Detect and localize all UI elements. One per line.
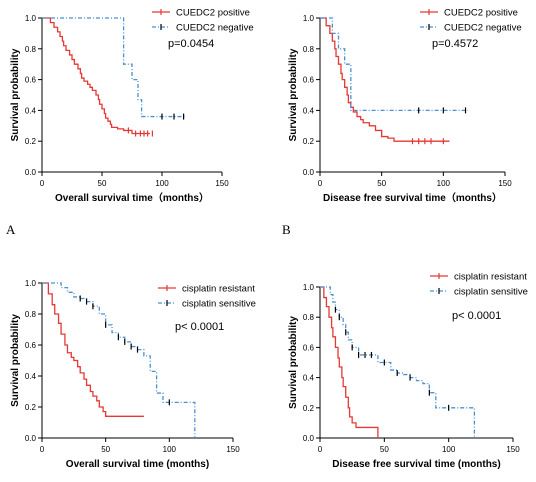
chart-panel-4: 0 50 100 150 0.0 0.2 0.4 0.6 0.8 1.0 Disease free … <box>288 272 528 471</box>
x-tick-label: 50 <box>101 445 110 454</box>
p-value-annotation: p< 0.0001 <box>452 310 501 322</box>
x-tick-label: 150 <box>506 445 520 454</box>
y-tick-label: 0.8 <box>25 310 37 319</box>
x-tick-label: 100 <box>155 179 169 188</box>
x-axis-label: Disease free survival time（months） <box>323 191 502 204</box>
p-value-annotation: p< 0.0001 <box>175 321 224 333</box>
series-line-2 <box>42 17 186 118</box>
y-tick-label: 0.0 <box>303 168 315 177</box>
x-tick-label: 150 <box>226 445 240 454</box>
x-tick-label: 100 <box>163 445 177 454</box>
x-tick-label: 0 <box>318 445 323 454</box>
y-tick-label: 0.6 <box>303 343 315 352</box>
series-line-2 <box>42 282 196 438</box>
y-tick-label: 1.0 <box>303 14 315 23</box>
y-tick-label: 0.0 <box>303 434 315 443</box>
series-line-2 <box>320 286 476 438</box>
x-tick-label: 50 <box>377 179 386 188</box>
x-tick-label: 0 <box>318 179 323 188</box>
x-axis-label: Overall survival time (months) <box>66 459 209 470</box>
y-tick-label: 1.0 <box>25 279 37 288</box>
y-tick-label: 1.0 <box>25 14 37 23</box>
legend-label-1: CUEDC2 positive <box>176 8 250 19</box>
x-tick-label: 100 <box>442 445 456 454</box>
legend-label-2: cisplatin sensitive <box>182 299 256 310</box>
y-axis-label: Survival probability <box>10 314 21 407</box>
legend-label-1: cisplatin resistant <box>454 272 527 283</box>
y-tick-label: 0.6 <box>303 76 315 85</box>
x-tick-label: 100 <box>437 179 451 188</box>
x-axis-label: Overall survival time（months） <box>55 191 209 204</box>
y-tick-label: 0.8 <box>303 45 315 54</box>
y-tick-label: 0.4 <box>303 374 315 383</box>
y-tick-label: 0.2 <box>25 403 37 412</box>
y-tick-label: 0.6 <box>25 341 37 350</box>
x-tick-label: 50 <box>98 179 107 188</box>
y-tick-label: 0.8 <box>25 45 37 54</box>
legend-label-2: CUEDC2 negative <box>444 23 522 34</box>
panel-label-a: A <box>6 222 16 237</box>
y-tick-label: 0.0 <box>25 168 37 177</box>
x-tick-label: 50 <box>380 445 389 454</box>
y-tick-label: 0.8 <box>303 313 315 322</box>
series-line-2 <box>320 17 468 112</box>
x-tick-label: 0 <box>40 179 45 188</box>
y-axis-label: Survival probability <box>10 48 21 141</box>
x-tick-label: 150 <box>498 179 512 188</box>
legend-label-2: cisplatin sensitive <box>454 287 528 298</box>
y-tick-label: 0.2 <box>25 137 37 146</box>
y-tick-label: 0.4 <box>25 372 37 381</box>
p-value-annotation: p=0.4572 <box>432 38 478 50</box>
y-tick-label: 0.4 <box>25 106 37 115</box>
chart-panel-3: 0 50 100 150 0.0 0.2 0.4 0.6 0.8 1.0 Overall survi… <box>10 279 256 470</box>
legend-label-2: CUEDC2 negative <box>176 23 254 34</box>
series-line-1 <box>42 17 150 135</box>
chart-panel-2: 0 50 100 150 0.0 0.2 0.4 0.6 0.8 1.0 Disease free … <box>288 8 522 205</box>
panel-label-b: B <box>282 222 291 237</box>
legend-label-1: cisplatin resistant <box>182 284 255 295</box>
x-tick-label: 0 <box>40 445 45 454</box>
y-axis-label: Survival probability <box>288 48 299 141</box>
x-axis-label: Disease free survival time (months) <box>332 459 500 470</box>
legend-label-1: CUEDC2 positive <box>444 8 518 19</box>
y-tick-label: 0.4 <box>303 106 315 115</box>
y-tick-label: 0.0 <box>25 434 37 443</box>
y-tick-label: 1.0 <box>303 283 315 292</box>
series-line-1 <box>42 282 144 417</box>
chart-panel-1: 0 50 100 150 0.0 0.2 0.4 0.6 0.8 1.0 Overall survi… <box>10 8 254 205</box>
y-tick-label: 0.2 <box>303 137 315 146</box>
y-axis-label: Survival probability <box>288 316 299 409</box>
series-line-1 <box>320 286 379 438</box>
series-line-1 <box>320 17 450 142</box>
y-tick-label: 0.2 <box>303 404 315 413</box>
x-tick-label: 150 <box>215 179 229 188</box>
p-value-annotation: p=0.0454 <box>168 38 214 50</box>
y-tick-label: 0.6 <box>25 76 37 85</box>
